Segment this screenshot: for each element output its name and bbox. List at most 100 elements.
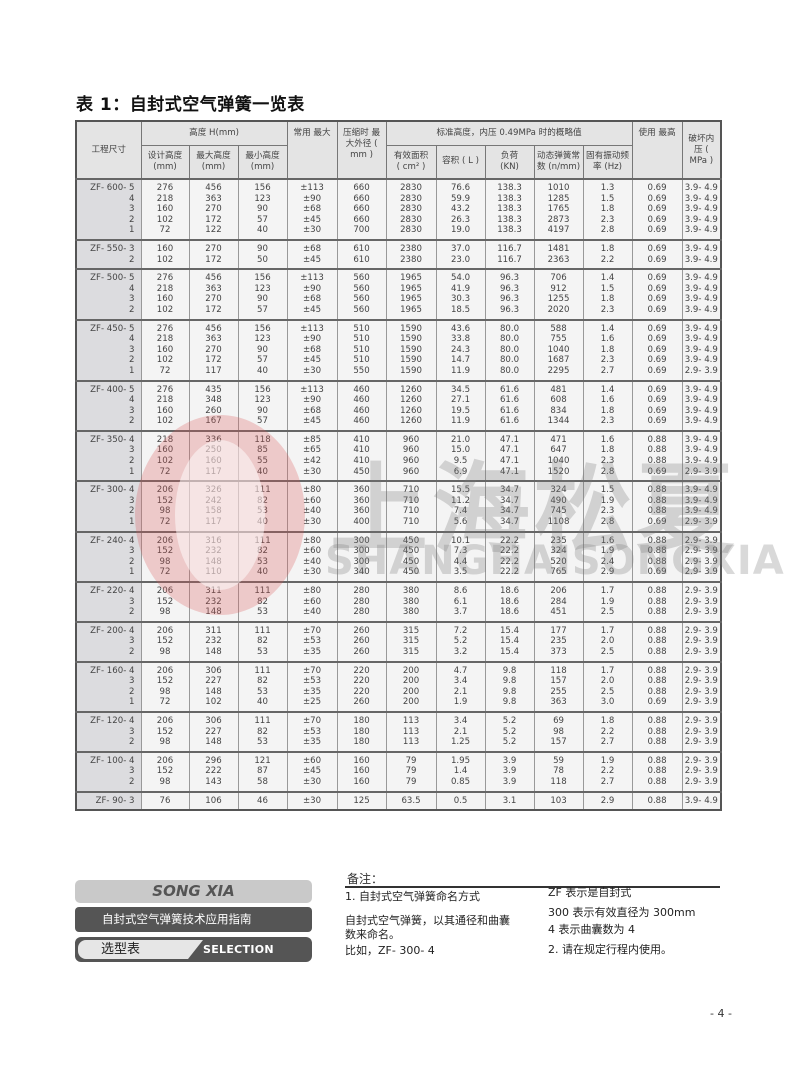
value-cell: 3.9- 4.9 [681,179,722,194]
table-row: ZF- 350- 4 218 336 118 ±85 410 960 21.0 47.1 471 1… [75,430,722,446]
value-cell: 117 [188,365,239,381]
value-cell: 206 [140,531,190,547]
note-zf-meaning: ZF 表示是自封式 [548,886,632,899]
model-group: ZF- 500- 5 276 456 156 ±113 560 1965 54.0 96.3 70… [75,269,722,320]
note-convolution-meaning: 4 表示曲囊数为 4 [548,923,635,936]
value-cell: 1.8 [582,344,633,356]
value-cell: 1108 [533,517,584,532]
model-group: ZF- 200- 4 206 311 111 ±70 260 315 7.2 15.4 177 1.… [75,621,722,662]
value-cell: 34.7 [484,481,535,496]
value-cell: ±30 [286,466,338,482]
value-cell: 608 [533,395,584,406]
value-cell: 121 [237,751,288,767]
value-cell: 2.9- 3.9 [681,636,722,647]
value-cell: 102 [140,416,190,431]
value-cell: 34.7 [484,517,535,532]
value-cell: 167 [188,416,239,431]
value-cell: 1.9 [582,546,633,557]
value-cell: 1.5 [582,481,633,496]
value-cell: 9.5 [435,456,486,467]
value-cell: 30.3 [435,294,486,305]
value-cell: 400 [336,517,387,532]
value-cell: 0.69 [631,204,683,215]
value-cell: 72 [140,225,190,240]
value-cell: 3.7 [435,607,486,622]
value-cell: 117 [188,466,239,482]
value-cell: 380 [385,607,437,622]
value-cell: 79 [385,776,437,792]
value-cell: 172 [188,355,239,366]
value-cell: 113 [385,737,437,752]
value-cell: 218 [140,334,190,345]
table-row: 1 72 117 40 ±30 550 1590 11.9 80.0 2295 2.7 0.69 2.9… [75,365,722,381]
value-cell: 180 [336,711,387,727]
value-cell: 206 [140,582,190,597]
value-cell: 456 [188,179,239,194]
header-height-group: 高度 H(mm) [140,120,288,146]
value-cell: 510 [336,319,387,335]
value-cell: 15.4 [484,621,535,637]
value-cell: ±60 [286,495,338,507]
value-cell: 363 [188,193,239,205]
value-cell: 1.25 [435,737,486,752]
value-cell: 158 [188,506,239,518]
value-cell: 2.8 [582,466,633,482]
value-cell: 450 [385,546,437,557]
value-cell: 1255 [533,294,584,305]
value-cell: 118 [533,776,584,792]
model-cell: 1 [75,365,142,381]
value-cell: 0.69 [631,344,683,356]
model-cell: 1 [75,466,142,482]
value-cell: 82 [237,495,288,507]
value-cell: 177 [533,621,584,637]
value-cell: 102 [140,254,190,270]
value-cell: ±30 [286,791,338,811]
value-cell: 1.3 [582,179,633,194]
value-cell: 1.6 [582,531,633,547]
value-cell: 3.9- 4.9 [681,294,722,305]
table-row: 2 98 148 53 ±35 180 113 1.25 5.2 157 2.7 0.88 2.9- 3… [75,737,722,752]
value-cell: ±30 [286,567,338,582]
value-cell: 0.88 [631,711,683,727]
value-cell: 19.0 [435,225,486,240]
table-row: 1 72 117 40 ±30 450 960 6.9 47.1 1520 2.8 0.69 2.9- … [75,466,722,482]
value-cell: 0.69 [631,355,683,366]
value-cell: 116.7 [484,254,535,270]
model-group: ZF- 160- 4 206 306 111 ±70 220 200 4.7 9.8 118 1.7… [75,661,722,712]
value-cell: 560 [336,283,387,295]
value-cell: 0.88 [631,661,683,677]
value-cell: 2.9- 3.9 [681,737,722,752]
value-cell: 116.7 [484,239,535,255]
value-cell: 152 [140,726,190,738]
model-cell: ZF- 240- 4 [75,531,142,547]
model-cell: ZF- 120- 4 [75,711,142,727]
value-cell: 76 [140,791,190,811]
value-cell: 363 [533,697,584,712]
model-cell: 1 [75,567,142,582]
header-volume: 容积 ( L ) [435,144,486,180]
value-cell: 3.9 [484,776,535,792]
value-cell: ±85 [286,430,338,446]
value-cell: 270 [188,344,239,356]
value-cell: 2.2 [582,254,633,270]
value-cell: 0.88 [631,791,683,811]
value-cell: 2.9- 3.9 [681,531,722,547]
model-cell: ZF- 550- 3 [75,239,142,255]
value-cell: 0.88 [631,456,683,467]
value-cell: 660 [336,204,387,215]
value-cell: 3.9- 4.9 [681,344,722,356]
value-cell: ±30 [286,776,338,792]
value-cell: 3.9- 4.9 [681,269,722,284]
value-cell: 18.5 [435,304,486,320]
value-cell: 710 [385,506,437,518]
value-cell: 138.3 [484,193,535,205]
value-cell: 960 [385,445,437,457]
value-cell: 1260 [385,380,437,396]
value-cell: 53 [237,506,288,518]
value-cell: 0.88 [631,531,683,547]
value-cell: 220 [336,661,387,677]
notes-heading: 备注： [347,872,384,886]
value-cell: ±68 [286,405,338,417]
model-cell: 3 [75,596,142,608]
value-cell: 3.9- 4.9 [681,319,722,335]
